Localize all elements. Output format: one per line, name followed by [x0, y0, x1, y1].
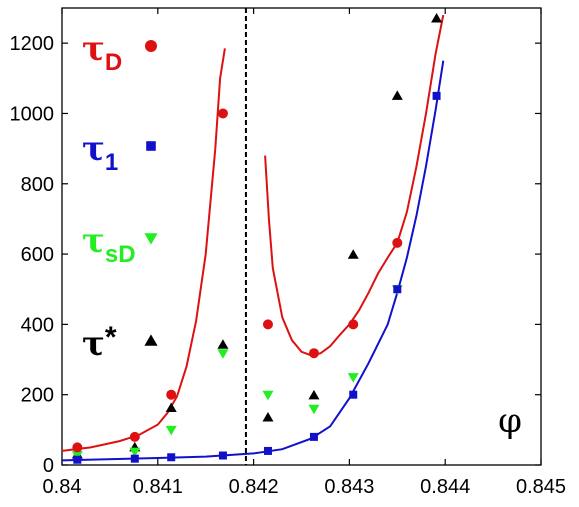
plot-area — [61, 7, 542, 466]
y-tick-label: 600 — [21, 244, 54, 266]
y-tick-label: 800 — [21, 174, 54, 196]
data-point-triangle-down — [262, 390, 274, 401]
data-point-square — [73, 455, 82, 464]
legend-label: τD — [82, 29, 122, 76]
data-point-triangle-up — [347, 249, 359, 259]
x-tick-label: 0.842 — [229, 476, 279, 498]
legend: τD τ1 τsD τ* — [82, 29, 158, 364]
plot-frame — [61, 7, 542, 466]
data-point-triangle-down — [217, 349, 229, 359]
data-point-triangle-up — [391, 90, 403, 100]
legend-entry: τ1 — [82, 129, 156, 176]
fit-curve — [61, 48, 226, 452]
legend-marker — [144, 233, 158, 245]
data-point-circle — [392, 237, 403, 248]
x-tick-label: 0.84 — [43, 476, 82, 498]
legend-label: τ1 — [82, 129, 118, 176]
y-tick-label: 1200 — [10, 33, 55, 55]
data-point-triangle-up — [165, 402, 177, 413]
data-point-triangle-up — [217, 339, 229, 349]
data-point-triangle-down — [165, 425, 177, 436]
legend-marker — [146, 141, 156, 151]
legend-marker — [144, 334, 158, 346]
data-point-circle — [166, 389, 177, 400]
x-tick-label: 0.841 — [133, 476, 183, 498]
data-point-triangle-up — [262, 412, 274, 422]
data-point-square — [130, 454, 139, 463]
x-tick-label: 0.845 — [516, 476, 566, 498]
legend-label: τ* — [82, 321, 117, 364]
y-tick-label: 200 — [21, 385, 54, 407]
x-axis-label: φ — [498, 401, 522, 441]
x-tick-label: 0.844 — [420, 476, 470, 498]
data-point-triangle-up — [431, 13, 443, 23]
x-tick-label: 0.843 — [324, 476, 374, 498]
data-point-triangle-up — [308, 389, 320, 400]
data-point-circle — [129, 431, 140, 442]
legend-entry: τ* — [82, 321, 158, 364]
y-tick-label: 0 — [43, 455, 54, 477]
data-point-triangle-down — [129, 447, 141, 458]
data-point-square — [349, 390, 358, 399]
data-marks — [61, 8, 445, 465]
data-point-square — [309, 432, 318, 441]
data-point-square — [218, 451, 227, 460]
data-point-circle — [217, 108, 228, 119]
legend-entry: τsD — [82, 221, 158, 268]
data-point-square — [263, 446, 272, 455]
data-point-square — [432, 91, 441, 100]
legend-marker — [145, 40, 157, 52]
legend-label: τsD — [82, 221, 136, 268]
data-point-circle — [348, 319, 359, 330]
fit-curve — [61, 60, 445, 462]
data-point-circle — [72, 442, 83, 453]
data-point-square — [167, 453, 176, 462]
y-tick-label: 1000 — [10, 103, 55, 125]
data-point-triangle-down — [308, 404, 320, 415]
y-tick-label: 400 — [21, 314, 54, 336]
axes: 0.84 0.841 0.842 0.843 0.844 0.845 0 200 400 600 8… — [10, 8, 566, 498]
data-point-triangle-down — [347, 373, 359, 383]
data-point-circle — [262, 319, 273, 330]
data-point-square — [393, 285, 402, 294]
legend-entry: τD — [82, 29, 157, 76]
data-point-circle — [308, 348, 319, 359]
